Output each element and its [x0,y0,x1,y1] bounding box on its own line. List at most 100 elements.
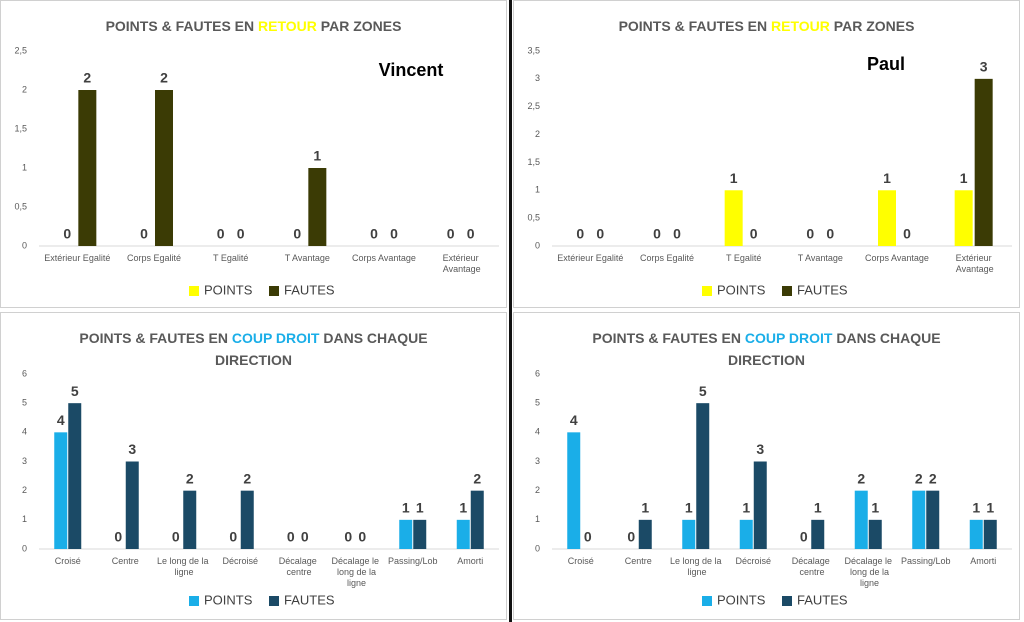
y-tick-label: 2,5 [14,45,27,55]
bar [912,490,926,549]
data-label: 0 [673,226,681,242]
data-label: 0 [114,529,122,545]
x-tick-label: Décroisé [735,556,771,566]
data-label: 0 [806,226,814,242]
data-label: 1 [313,148,321,164]
x-tick-label: Passing/Lob [901,556,951,566]
data-label: 0 [293,226,301,242]
bar [183,490,197,549]
x-tick-label: Croisé [55,556,81,566]
data-label: 1 [459,500,467,516]
x-tick-label: T Egalité [726,253,761,263]
data-label: 1 [742,500,750,516]
data-label: 0 [229,529,237,545]
bar [682,519,696,549]
data-label: 2 [857,470,865,486]
data-label: 2 [160,70,168,86]
data-label: 3 [128,441,136,457]
data-label: 0 [653,226,661,242]
chart-panel: 0 1 2 3 4 5 6 Croisé 4 5 Centre 0 3 Le long de la lig… [0,312,507,620]
title-part: COUP DROIT [231,330,320,346]
legend-swatch [189,286,199,296]
legend-swatch [782,596,792,606]
bar [125,461,139,549]
data-label: 2 [186,470,194,486]
x-tick-label: Amorti [457,556,483,566]
x-tick-label: Corps Egalité [127,253,181,263]
data-label: 0 [370,226,378,242]
data-label: 0 [826,226,834,242]
data-label: 0 [750,226,758,242]
y-tick-label: 3 [535,73,540,83]
data-label: 0 [467,226,475,242]
x-tick-label: Amorti [970,556,996,566]
data-label: 2 [83,70,91,86]
data-label: 0 [390,226,398,242]
bar [78,90,97,246]
title-part: DANS CHAQUE DIRECTION [215,330,428,368]
data-label: 0 [344,529,352,545]
x-tick-label: T Avantage [285,253,330,263]
y-tick-label: 6 [22,368,27,378]
data-label: 2 [929,470,937,486]
bar [456,519,470,549]
x-tick-label: Décalage le long de la ligne [331,556,379,588]
y-tick-label: 1,5 [527,157,540,167]
bar [868,519,882,549]
data-label: 0 [63,226,71,242]
data-label: 0 [576,226,584,242]
data-label: 0 [287,529,295,545]
x-tick-label: Corps Avantage [865,253,929,263]
bar [926,490,940,549]
data-label: 4 [570,412,578,428]
chart-panel: 0 1 2 3 4 5 6 Croisé 4 0 Centre 0 1 Le long de la lig… [513,312,1020,620]
x-tick-label: Croisé [568,556,594,566]
y-tick-label: 5 [535,398,540,408]
data-label: 2 [243,470,251,486]
bar [974,78,993,246]
y-tick-label: 1 [535,185,540,195]
data-label: 0 [217,226,225,242]
data-label: 1 [641,500,649,516]
bar [878,190,896,246]
y-tick-label: 2 [535,485,540,495]
data-label: 0 [140,226,148,242]
data-label: 0 [903,226,911,242]
legend-swatch [702,596,712,606]
y-tick-label: 0 [535,240,540,250]
legend-label: FAUTES [284,592,335,607]
bar [696,403,710,549]
data-label: 0 [627,529,635,545]
data-label: 0 [358,529,366,545]
data-label: 0 [800,529,808,545]
y-tick-label: 0 [22,543,27,553]
x-tick-label: Centre [625,556,652,566]
title-part: COUP DROIT [744,330,833,346]
data-label: 1 [814,500,822,516]
y-tick-label: 2 [22,485,27,495]
bar [308,168,327,246]
legend-swatch [269,286,279,296]
y-tick-label: 3 [535,456,540,466]
annotation: Paul [867,54,905,74]
x-tick-label: Extérieur Egalité [44,253,110,263]
chart-panel: 0 0,5 1 1,5 2 2,5 Extérieur Egalité 0 2 Corps Ega… [0,0,507,308]
y-tick-label: 0,5 [14,201,27,211]
bar [54,432,68,549]
data-label: 0 [237,226,245,242]
legend-swatch [189,596,199,606]
x-tick-label: T Avantage [798,253,843,263]
bar [753,461,767,549]
legend-swatch [702,286,712,296]
legend-label: FAUTES [797,282,848,297]
bar [567,432,581,549]
bar [155,90,173,246]
x-tick-label: Décalage le long de la ligne [844,556,892,588]
data-label: 2 [915,470,923,486]
y-tick-label: 4 [22,427,27,437]
bar [724,190,743,246]
bar [954,190,973,246]
